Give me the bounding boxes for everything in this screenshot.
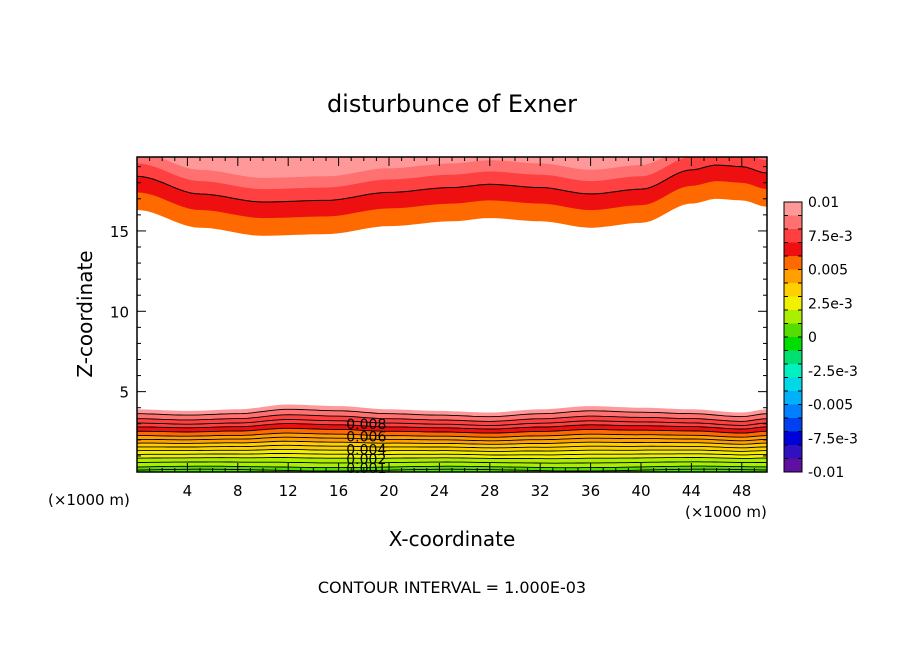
x-tick-label: 24 — [430, 482, 449, 500]
x-axis: 4 8 12 16 20 24 28 32 36 40 44 48 — [136, 157, 768, 500]
lower-contour-line — [136, 457, 767, 460]
contour-label: 0.008 — [346, 417, 386, 433]
contour-label: 0.002 — [346, 452, 386, 468]
colorbar-swatch — [784, 269, 802, 284]
x-unit-label-right: (×1000 m) — [685, 503, 767, 521]
colorbar-swatch — [784, 202, 802, 216]
upper-contour-line — [136, 164, 768, 203]
contour-label: 0.004 — [346, 443, 386, 459]
colorbar-label: -2.5e-3 — [808, 364, 858, 380]
y-tick-label: 5 — [119, 384, 129, 402]
x-tick-label: 32 — [531, 482, 550, 500]
colorbar-label: 7.5e-3 — [808, 229, 853, 245]
x-tick-label: 44 — [682, 482, 701, 500]
x-tick-label: 12 — [279, 482, 298, 500]
colorbar-swatch — [784, 377, 802, 392]
colorbar-swatch — [784, 418, 802, 432]
upper-contour-band — [137, 157, 767, 178]
colorbar-label: 2.5e-3 — [808, 296, 853, 312]
x-tick-label: 16 — [329, 482, 348, 500]
colorbar-swatch — [784, 431, 802, 446]
lower-contour-line — [137, 432, 768, 438]
lower-contour-line — [137, 436, 768, 442]
y-axis: 5 10 15 — [110, 166, 767, 457]
contour-label: 0.001 — [346, 461, 386, 477]
lower-contour-line — [137, 444, 768, 449]
colorbar-swatch — [784, 391, 802, 405]
colorbar-swatch — [784, 404, 802, 419]
contour-interval-note: CONTOUR INTERVAL = 1.000E-03 — [318, 578, 586, 597]
x-tick-label: 48 — [732, 482, 751, 500]
colorbar-label: -7.5e-3 — [808, 431, 858, 447]
colorbar-label: -0.005 — [808, 398, 853, 414]
colorbar-swatch — [784, 350, 802, 365]
x-axis-title: X-coordinate — [389, 527, 516, 551]
x-tick-label: 28 — [480, 482, 499, 500]
y-axis-title: Z-coordinate — [73, 250, 97, 377]
x-tick-label: 20 — [379, 482, 398, 500]
y-tick-label: 15 — [110, 223, 129, 241]
lower-contour-line — [137, 419, 768, 426]
colorbar-swatch — [784, 310, 802, 324]
lower-contour-line — [136, 461, 767, 464]
lower-contour-line — [136, 448, 768, 452]
colorbar-swatch — [784, 215, 802, 230]
colorbar-label: 0.005 — [808, 263, 848, 279]
contour-label: 0.006 — [346, 430, 386, 446]
lower-contour-line — [136, 465, 768, 469]
x-tick-label: 8 — [233, 482, 243, 500]
x-unit-label-left: (×1000 m) — [48, 491, 130, 509]
colorbar: 0.01 7.5e-3 0.005 2.5e-3 0 -2.5e-3 -0.005 -7.5e… — [783, 195, 858, 481]
colorbar-swatch — [784, 458, 802, 473]
colorbar-swatch — [784, 337, 802, 351]
lower-contour-line — [137, 423, 768, 430]
x-tick-label: 4 — [183, 482, 193, 500]
lower-contour-line — [137, 453, 767, 456]
colorbar-swatch — [784, 445, 802, 459]
plot-area — [136, 157, 768, 472]
x-tick-label: 40 — [631, 482, 650, 500]
x-tick-label: 36 — [581, 482, 600, 500]
colorbar-swatch — [784, 242, 802, 257]
colorbar-swatch — [784, 296, 802, 311]
y-tick-label: 10 — [110, 303, 129, 321]
colorbar-swatch — [784, 283, 802, 297]
colorbar-swatch — [784, 229, 802, 243]
lower-contour-line — [137, 408, 768, 418]
colorbar-swatch — [784, 364, 802, 378]
colorbar-swatch — [784, 323, 802, 338]
chart-title: disturbunce of Exner — [327, 90, 577, 118]
colorbar-label: 0.01 — [808, 195, 839, 211]
colorbar-label: -0.01 — [808, 465, 844, 481]
colorbar-label: 0 — [808, 330, 817, 346]
lower-contour-line — [136, 427, 768, 434]
lower-contour-line — [136, 440, 768, 445]
colorbar-swatch — [784, 256, 802, 270]
lower-contour-line — [137, 414, 768, 422]
